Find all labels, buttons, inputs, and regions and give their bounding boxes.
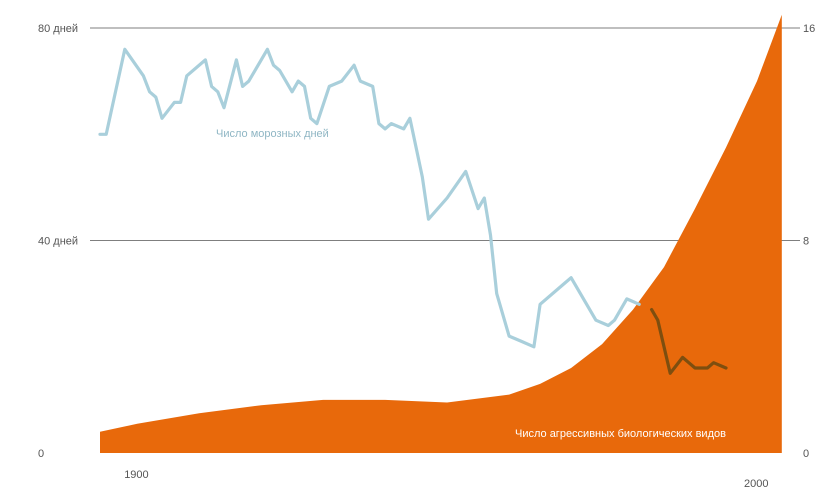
y-left-tick-label: 80 дней [38, 23, 78, 35]
x-tick-label: 1900 [124, 469, 148, 481]
series-label-invasive-species: Число агрессивных биологических видов [515, 428, 726, 440]
y-left-tick-label: 40 дней [38, 236, 78, 248]
line-frost-days-late [650, 308, 728, 375]
y-right-tick-label: 8 [803, 236, 809, 248]
y-right-tick-label: 0 [803, 448, 809, 460]
line-frost-days [98, 47, 641, 349]
y-left-tick-label: 0 [38, 448, 44, 460]
y-right-tick-label: 16 [803, 23, 815, 35]
area-invasive-species [100, 14, 782, 453]
x-tick-label: 2000 [744, 478, 768, 490]
series-label-frost-days: Число морозных дней [216, 128, 329, 140]
